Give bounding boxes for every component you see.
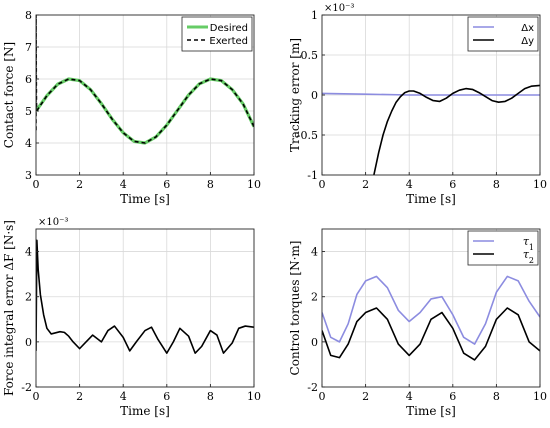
series-line-1 [322, 275, 540, 345]
axes-box [35, 228, 255, 388]
y-axis-label: Contact force [N] [2, 42, 16, 148]
y-tick-label: 8 [25, 9, 32, 22]
x-tick-label: 4 [120, 390, 127, 403]
x-tick-label: 10 [533, 390, 547, 403]
y-tick-label: 0 [311, 336, 318, 349]
y-tick-label: 4 [311, 246, 318, 259]
y-tick-label: 0.5 [301, 49, 319, 62]
x-tick-label: 10 [247, 178, 261, 191]
y-tick-label: -2 [21, 381, 32, 394]
y-tick-label: 4 [25, 246, 32, 259]
y-tick-label: 6 [25, 73, 32, 86]
series-line-2 [322, 307, 540, 361]
y-tick-label: -1 [307, 169, 318, 182]
legend: Δx Δy [467, 16, 539, 52]
legend-label: τ2 [523, 248, 534, 265]
x-tick-label: 2 [362, 390, 369, 403]
x-tick-label: 0 [33, 178, 40, 191]
legend-label: Δx [521, 23, 534, 34]
axes-box [321, 228, 541, 388]
axis-multiplier: ×10⁻³ [38, 217, 68, 228]
plot-area [36, 229, 254, 387]
x-axis-label: Time [s] [120, 404, 170, 418]
legend-label: Exerted [209, 36, 248, 47]
series-line-2 [373, 84, 540, 175]
x-tick-label: 6 [449, 390, 456, 403]
x-tick-label: 6 [163, 390, 170, 403]
legend-box [467, 230, 539, 266]
y-axis-label: Tracking error [m] [288, 38, 302, 152]
x-tick-label: 2 [76, 390, 83, 403]
x-tick-label: 4 [406, 390, 413, 403]
y-tick-label: 2 [25, 291, 32, 304]
y-tick-label: -0.5 [297, 129, 318, 142]
axes-box [35, 14, 255, 176]
legend-label: Desired [210, 23, 248, 34]
legend-label: Δy [521, 36, 534, 47]
legend-box [467, 16, 539, 52]
chart-panel-2: 0 2 4 6 8 10 -1 -0.5 0 0.5 1 ×10⁻³ Time [s] Tracking … [288, 3, 547, 206]
x-tick-label: 10 [247, 390, 261, 403]
x-tick-label: 6 [449, 178, 456, 191]
x-tick-label: 2 [76, 178, 83, 191]
y-tick-label: 3 [25, 169, 32, 182]
y-tick-label: 2 [311, 291, 318, 304]
y-tick-label: 1 [311, 9, 318, 22]
y-tick-label: -2 [307, 381, 318, 394]
axis-multiplier: ×10⁻³ [324, 3, 354, 14]
y-axis-label: Control torques [N·m] [288, 241, 302, 376]
legend: Desired Exerted [181, 16, 253, 52]
x-tick-label: 8 [493, 178, 500, 191]
y-tick-label: 5 [25, 105, 32, 118]
x-tick-label: 8 [207, 390, 214, 403]
x-tick-label: 10 [533, 178, 547, 191]
x-tick-label: 0 [33, 390, 40, 403]
x-axis-label: Time [s] [406, 192, 456, 206]
x-tick-label: 2 [362, 178, 369, 191]
x-tick-label: 0 [319, 390, 326, 403]
x-tick-label: 8 [207, 178, 214, 191]
x-tick-label: 4 [120, 178, 127, 191]
legend-label: τ1 [523, 235, 534, 252]
y-axis-label: Force integral error ΔF [N·s] [2, 220, 16, 396]
y-tick-label: 4 [25, 137, 32, 150]
x-tick-label: 0 [319, 178, 326, 191]
series-line-1 [322, 92, 540, 96]
chart-panel-1: 0 2 4 6 8 10 3 4 5 6 7 8 Time [s] Contact force [N] De… [2, 9, 261, 206]
x-tick-label: 6 [163, 178, 170, 191]
y-tick-label: 0 [311, 89, 318, 102]
legend-box [181, 16, 253, 52]
series-line-1 [36, 239, 254, 354]
x-tick-label: 4 [406, 178, 413, 191]
x-tick-label: 8 [493, 390, 500, 403]
y-tick-label: 0 [25, 336, 32, 349]
y-tick-label: 7 [25, 41, 32, 54]
x-axis-label: Time [s] [406, 404, 456, 418]
x-axis-label: Time [s] [120, 192, 170, 206]
series-line-2 [36, 15, 254, 144]
